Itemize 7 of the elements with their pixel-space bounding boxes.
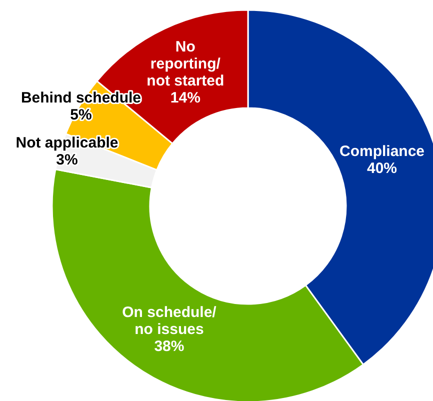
slice-label: On schedule/no issues (122, 304, 218, 338)
slice-label: No reporting/not started (146, 38, 224, 90)
slice-label: Compliance (339, 143, 425, 160)
data-label: 14% (170, 89, 200, 106)
data-label: 3% (56, 151, 78, 168)
data-label: 40% (366, 160, 398, 178)
data-label: 38% (154, 338, 184, 356)
